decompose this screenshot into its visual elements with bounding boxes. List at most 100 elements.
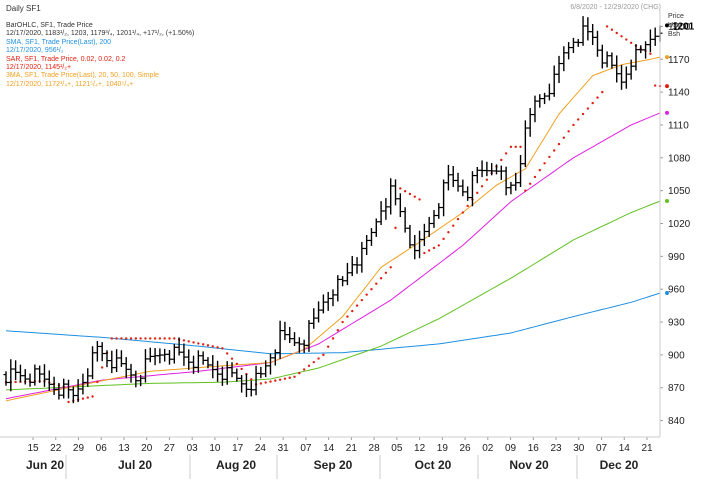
- ohlc-bar: [566, 42, 572, 60]
- sar-dot: [601, 90, 604, 94]
- unit-line: USc: [668, 22, 682, 29]
- sar-dot: [615, 31, 618, 35]
- x-tick-label: 14: [323, 443, 335, 454]
- sar-dot: [230, 357, 234, 360]
- x-tick-label: 31: [278, 443, 290, 454]
- ohlc-bar: [590, 24, 596, 46]
- sar-dot: [389, 266, 392, 269]
- y-tick-label: 990: [668, 252, 685, 263]
- ohlc-bar: [508, 181, 514, 195]
- ohlc-bar: [46, 370, 52, 391]
- sar-dot: [163, 337, 166, 340]
- x-tick-label: 29: [73, 443, 85, 454]
- ohlc-bar: [292, 332, 298, 347]
- y-axis: 840 870 900 930 960 990 1020 1050 1080 1110 1140 11…: [660, 22, 691, 427]
- legend-line: 12/17/2020, 1183¹/₂, 1203, 1179³/₄, 1201…: [6, 30, 195, 38]
- sar-dot: [413, 195, 416, 198]
- ohlc-bar: [51, 376, 57, 395]
- x-axis: 15 22 29 06 13 20 27 03 10 17 24 31 07 14 21 28 05 12 19 26…: [26, 437, 653, 479]
- ohlc-bar: [325, 291, 331, 311]
- x-tick-label: 24: [255, 443, 267, 454]
- y-tick-label: 1140: [668, 88, 690, 99]
- ohlc-bar: [359, 241, 365, 273]
- sar-dot: [14, 380, 17, 384]
- sar-dot: [418, 198, 421, 201]
- x-tick-label: 28: [369, 443, 381, 454]
- ohlc-bar: [171, 344, 177, 364]
- ohlc-bar: [267, 353, 273, 375]
- sar-dot: [250, 378, 253, 381]
- ohlc-bar: [412, 234, 418, 260]
- sar-dot: [653, 84, 657, 87]
- ohlc-bar: [522, 120, 528, 168]
- x-tick-label: 22: [50, 443, 62, 454]
- ohlc-bar: [469, 171, 475, 207]
- sar-dot: [317, 357, 320, 360]
- sar-dot: [293, 375, 296, 378]
- ohlc-bar: [311, 308, 317, 329]
- ohlc-bar: [604, 51, 610, 68]
- sar-dot: [235, 362, 239, 365]
- ohlc-bar: [441, 179, 447, 217]
- x-tick-label: 02: [482, 443, 494, 454]
- legend-line: 12/17/2020, 956¹/₂: [6, 47, 64, 55]
- sar-dot: [620, 35, 623, 38]
- ohlc-bar: [104, 350, 110, 368]
- sar-dot: [384, 271, 388, 274]
- ohlc-bar: [330, 289, 336, 307]
- ohlc-bar: [287, 326, 293, 344]
- ohlc-bar: [99, 342, 105, 362]
- ohlc-bar: [176, 337, 182, 356]
- sar-dot: [307, 364, 311, 368]
- ohlc-bar: [22, 369, 28, 385]
- ohlc-bar: [224, 361, 230, 385]
- ohlc-bar: [3, 371, 9, 386]
- y-tick-label: 1110: [668, 120, 689, 131]
- sar-dot: [322, 353, 325, 357]
- ohlc-bar: [378, 201, 384, 226]
- y-tick-label: 900: [668, 350, 685, 361]
- ohlc-bar: [162, 348, 168, 362]
- sma200-marker: [665, 291, 669, 296]
- ohlc-bar: [8, 359, 14, 392]
- sar-dot: [509, 145, 513, 149]
- ohlc-bar: [167, 349, 172, 365]
- ohlc-bar: [431, 210, 437, 228]
- ohlc-bar: [248, 380, 254, 397]
- ohlc-bar: [623, 66, 629, 89]
- ohlc-bar: [90, 346, 96, 380]
- ohlc-bar: [32, 364, 38, 386]
- sar-dot: [326, 345, 330, 348]
- ohlc-bar: [402, 207, 408, 233]
- sar-dot: [96, 380, 99, 384]
- x-month-label: Dec 20: [600, 458, 639, 472]
- sar-dot: [264, 381, 267, 384]
- x-tick-label: 19: [437, 443, 449, 454]
- ohlc-bar: [234, 368, 240, 382]
- legend-line: 3MA, SF1, Trade Price(Last), 20, 50, 100…: [6, 72, 159, 80]
- sar-dot: [403, 190, 407, 193]
- ohlc-bar: [296, 337, 302, 353]
- ohlc-bar: [532, 95, 538, 123]
- ohlc-bar: [200, 351, 206, 365]
- x-tick-label: 09: [505, 443, 517, 454]
- series-line: [5, 292, 661, 355]
- sar-dot: [577, 118, 580, 121]
- ohlc-bar: [436, 203, 442, 219]
- ohlc-bar: [335, 275, 341, 302]
- sar-dot: [226, 352, 229, 355]
- x-month-label: Aug 20: [216, 458, 256, 472]
- sar-dot: [129, 337, 133, 340]
- ohlc-bar: [397, 193, 403, 218]
- ohlc-bar: [75, 379, 81, 403]
- x-tick-label: 23: [550, 443, 562, 454]
- sar-dot: [500, 158, 503, 162]
- sar-dot: [168, 337, 171, 340]
- sar-dot: [437, 244, 440, 247]
- ohlc-bar: [450, 166, 456, 188]
- ohlc-bar: [258, 366, 264, 379]
- ohlc-bar: [109, 350, 115, 374]
- ohlc-bar: [421, 223, 427, 247]
- ohlc-bar: [85, 368, 91, 387]
- y-tick-label: 870: [668, 383, 685, 394]
